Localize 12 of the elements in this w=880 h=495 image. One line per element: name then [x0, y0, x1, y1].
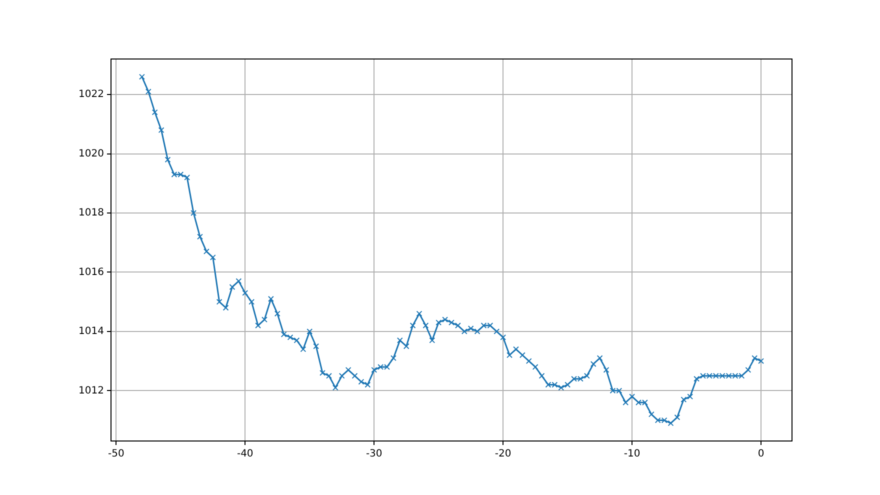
x-tick-label: -50: [108, 448, 124, 460]
y-tick-label: 1014: [78, 326, 104, 338]
x-tick-label: -20: [494, 448, 512, 460]
x-tick-label: -30: [366, 448, 382, 460]
y-tick-label: 1020: [78, 148, 104, 160]
y-tick-label: 1012: [78, 385, 104, 396]
y-tick-label: 1018: [78, 208, 104, 219]
y-tick-label: 1016: [78, 266, 104, 278]
y-tick-label: 1022: [78, 89, 104, 100]
x-tick-label: -10: [624, 448, 640, 460]
x-tick-label: 0: [758, 448, 764, 460]
x-tick-label: -40: [236, 448, 254, 460]
